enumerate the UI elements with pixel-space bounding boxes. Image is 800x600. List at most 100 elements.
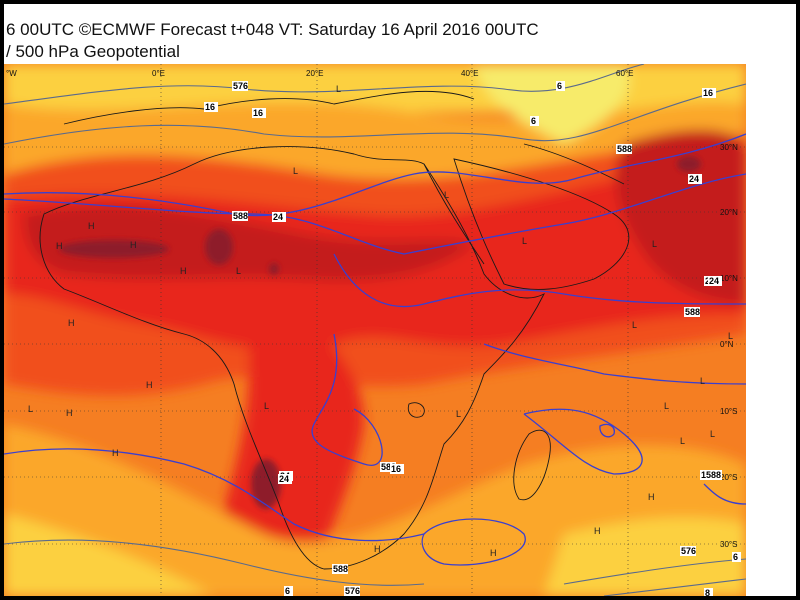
contour-label: 6 <box>530 116 539 126</box>
contour-southeast-loop <box>421 518 526 566</box>
core-arabia <box>677 156 701 172</box>
contour-southeast-ridge <box>703 483 746 505</box>
contour-label: 588 <box>616 144 632 154</box>
lat-label-30n: 30°N <box>720 143 738 152</box>
coastlines <box>39 90 630 570</box>
contour-southeast <box>563 558 746 585</box>
map-subtitle: / 500 hPa Geopotential <box>6 42 180 61</box>
pressure-marker-l: L <box>632 320 637 330</box>
contours-gray <box>4 64 746 596</box>
contour-label: 588 <box>684 307 700 317</box>
contour-label: 6 <box>284 586 293 596</box>
svg-text:588: 588 <box>333 564 348 574</box>
contour-label: 1588 <box>700 470 722 480</box>
svg-text:24: 24 <box>689 174 699 184</box>
svg-text:6: 6 <box>733 552 738 562</box>
core-west <box>59 240 169 258</box>
pressure-marker-l: L <box>522 236 527 246</box>
southeast-yellow <box>544 517 746 596</box>
coast-redsea <box>423 163 485 265</box>
coast-madagascar <box>513 429 551 501</box>
pressure-marker-h: H <box>648 492 655 502</box>
svg-text:16: 16 <box>205 102 215 112</box>
pressure-marker-h: H <box>130 240 137 250</box>
pressure-markers: H H H L L L L L H L H L L L H L L H H L <box>28 84 733 558</box>
lat-label-10s: 10°S <box>720 407 737 416</box>
pressure-marker-l: L <box>456 409 461 419</box>
svg-text:8: 8 <box>705 588 710 596</box>
lat-label-30s: 30°S <box>720 540 737 549</box>
contour-north-trough <box>4 133 746 217</box>
contour-label: 576 <box>680 546 696 556</box>
pressure-marker-l: L <box>664 401 669 411</box>
pressure-marker-h: H <box>88 221 95 231</box>
dark-cores <box>59 156 701 509</box>
pressure-marker-l: L <box>652 239 657 249</box>
svg-text:24: 24 <box>279 474 289 484</box>
pressure-marker-l: L <box>336 84 341 94</box>
map-title: 6 00UTC ©ECMWF Forecast t+048 VT: Saturd… <box>6 20 539 39</box>
contour-indian-ocean <box>523 408 643 475</box>
svg-text:576: 576 <box>233 81 248 91</box>
coast-arabia <box>453 158 630 290</box>
band-crimson <box>24 205 474 281</box>
svg-text:6: 6 <box>531 116 536 126</box>
africa-spine-red <box>204 304 364 596</box>
coast-africa <box>39 146 546 570</box>
lat-label-10n: 10°N <box>720 274 738 283</box>
pressure-marker-l: L <box>444 190 449 200</box>
lon-label-60e: 60°E <box>616 69 633 78</box>
contour-label: 6 <box>732 552 741 562</box>
contour-label: 24 <box>708 276 722 286</box>
band-north-yellow <box>4 64 746 112</box>
svg-text:588: 588 <box>685 307 700 317</box>
contour-labels: 576 16 6 16 24 24 24 24 588 588 16 588 6… <box>204 81 741 596</box>
contour-label: 588 <box>232 211 248 221</box>
lon-label-0: 0°E <box>152 69 165 78</box>
contour-label: 16 <box>702 88 716 98</box>
contour-label: 588 <box>380 462 396 472</box>
core-sahel <box>269 263 279 275</box>
lon-label-20e: 20°E <box>306 69 323 78</box>
contour-southeast-2 <box>603 578 746 596</box>
svg-text:24: 24 <box>709 276 719 286</box>
svg-text:588: 588 <box>617 144 632 154</box>
lon-label-40e: 40°E <box>461 69 478 78</box>
contour-588-central <box>333 253 746 308</box>
svg-text:24: 24 <box>273 212 283 222</box>
latitude-labels: 30°N 20°N 10°N 0°N 10°S 20°S 30°S <box>720 143 738 549</box>
pressure-marker-h: H <box>68 318 75 328</box>
contour-africa-east <box>483 343 746 385</box>
contour-north-mid <box>4 83 746 145</box>
core-central <box>205 229 233 265</box>
longitude-labels: °W 0°E 20°E 40°E 60°E <box>6 69 633 78</box>
pressure-marker-l: L <box>700 376 705 386</box>
coast-persian-gulf <box>523 143 625 185</box>
lat-label-0n: 0°N <box>720 340 734 349</box>
forecast-map: °W 0°E 20°E 40°E 60°E 30°N 20°N 10°N 0°N… <box>4 64 746 596</box>
svg-text:16: 16 <box>703 88 713 98</box>
contour-label: 8 <box>704 588 713 596</box>
contour-label: 6 <box>556 81 565 91</box>
pressure-marker-l: L <box>236 266 241 276</box>
contour-south-mid <box>4 448 425 542</box>
contour-low-centre <box>599 423 615 438</box>
svg-text:576: 576 <box>345 586 360 596</box>
svg-text:6: 6 <box>557 81 562 91</box>
lat-label-20s: 20°S <box>720 473 737 482</box>
svg-text:588: 588 <box>381 462 396 472</box>
pressure-marker-h: H <box>56 241 63 251</box>
contour-576-north <box>4 64 645 105</box>
contour-label: 16 <box>252 108 266 118</box>
svg-text:576: 576 <box>681 546 696 556</box>
svg-text:6: 6 <box>285 586 290 596</box>
contour-label: 24 <box>688 174 702 184</box>
pressure-marker-h: H <box>180 266 187 276</box>
coast-europe <box>63 90 475 125</box>
svg-text:588: 588 <box>233 211 248 221</box>
svg-text:16: 16 <box>391 464 401 474</box>
contour-south-low <box>4 539 425 586</box>
coast-lake-victoria <box>407 402 425 418</box>
contour-label: 16 <box>204 102 218 112</box>
pressure-marker-h: H <box>66 408 73 418</box>
